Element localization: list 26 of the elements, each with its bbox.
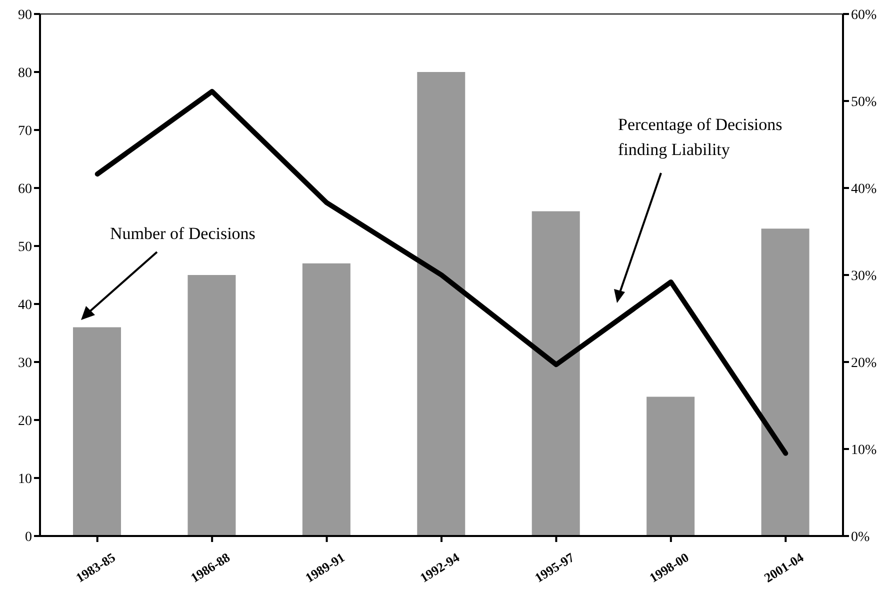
- bar: [417, 72, 466, 536]
- bar: [73, 327, 121, 536]
- y2-tick-label: 40%: [851, 182, 877, 197]
- y-tick-label: 30: [18, 356, 32, 371]
- y2-tick-label: 30%: [851, 268, 877, 284]
- y-tick-label: 70: [18, 124, 32, 139]
- y-tick-label: 40: [18, 298, 32, 313]
- bar: [532, 211, 580, 536]
- y-tick-label: 10: [18, 472, 32, 487]
- annotation: Number of Decisions: [110, 224, 256, 244]
- y-tick-label: 80: [18, 66, 32, 81]
- bar: [302, 263, 350, 536]
- bar: [646, 396, 695, 536]
- y2-tick-label: 0%: [851, 530, 870, 545]
- annotation: Percentage of Decisions finding Liability: [618, 114, 784, 161]
- y2-tick-label: 50%: [851, 94, 877, 110]
- y2-tick-label: 10%: [851, 442, 877, 458]
- bar: [761, 228, 810, 536]
- y2-tick-label: 60%: [851, 8, 877, 23]
- y2-tick-label: 20%: [851, 356, 877, 371]
- y-tick-label: 20: [18, 414, 32, 429]
- y-tick-label: 90: [18, 8, 32, 23]
- y-tick-label: 0: [25, 530, 32, 545]
- y-tick-label: 60: [18, 182, 32, 197]
- y-tick-label: 50: [18, 240, 32, 255]
- bar: [188, 275, 236, 536]
